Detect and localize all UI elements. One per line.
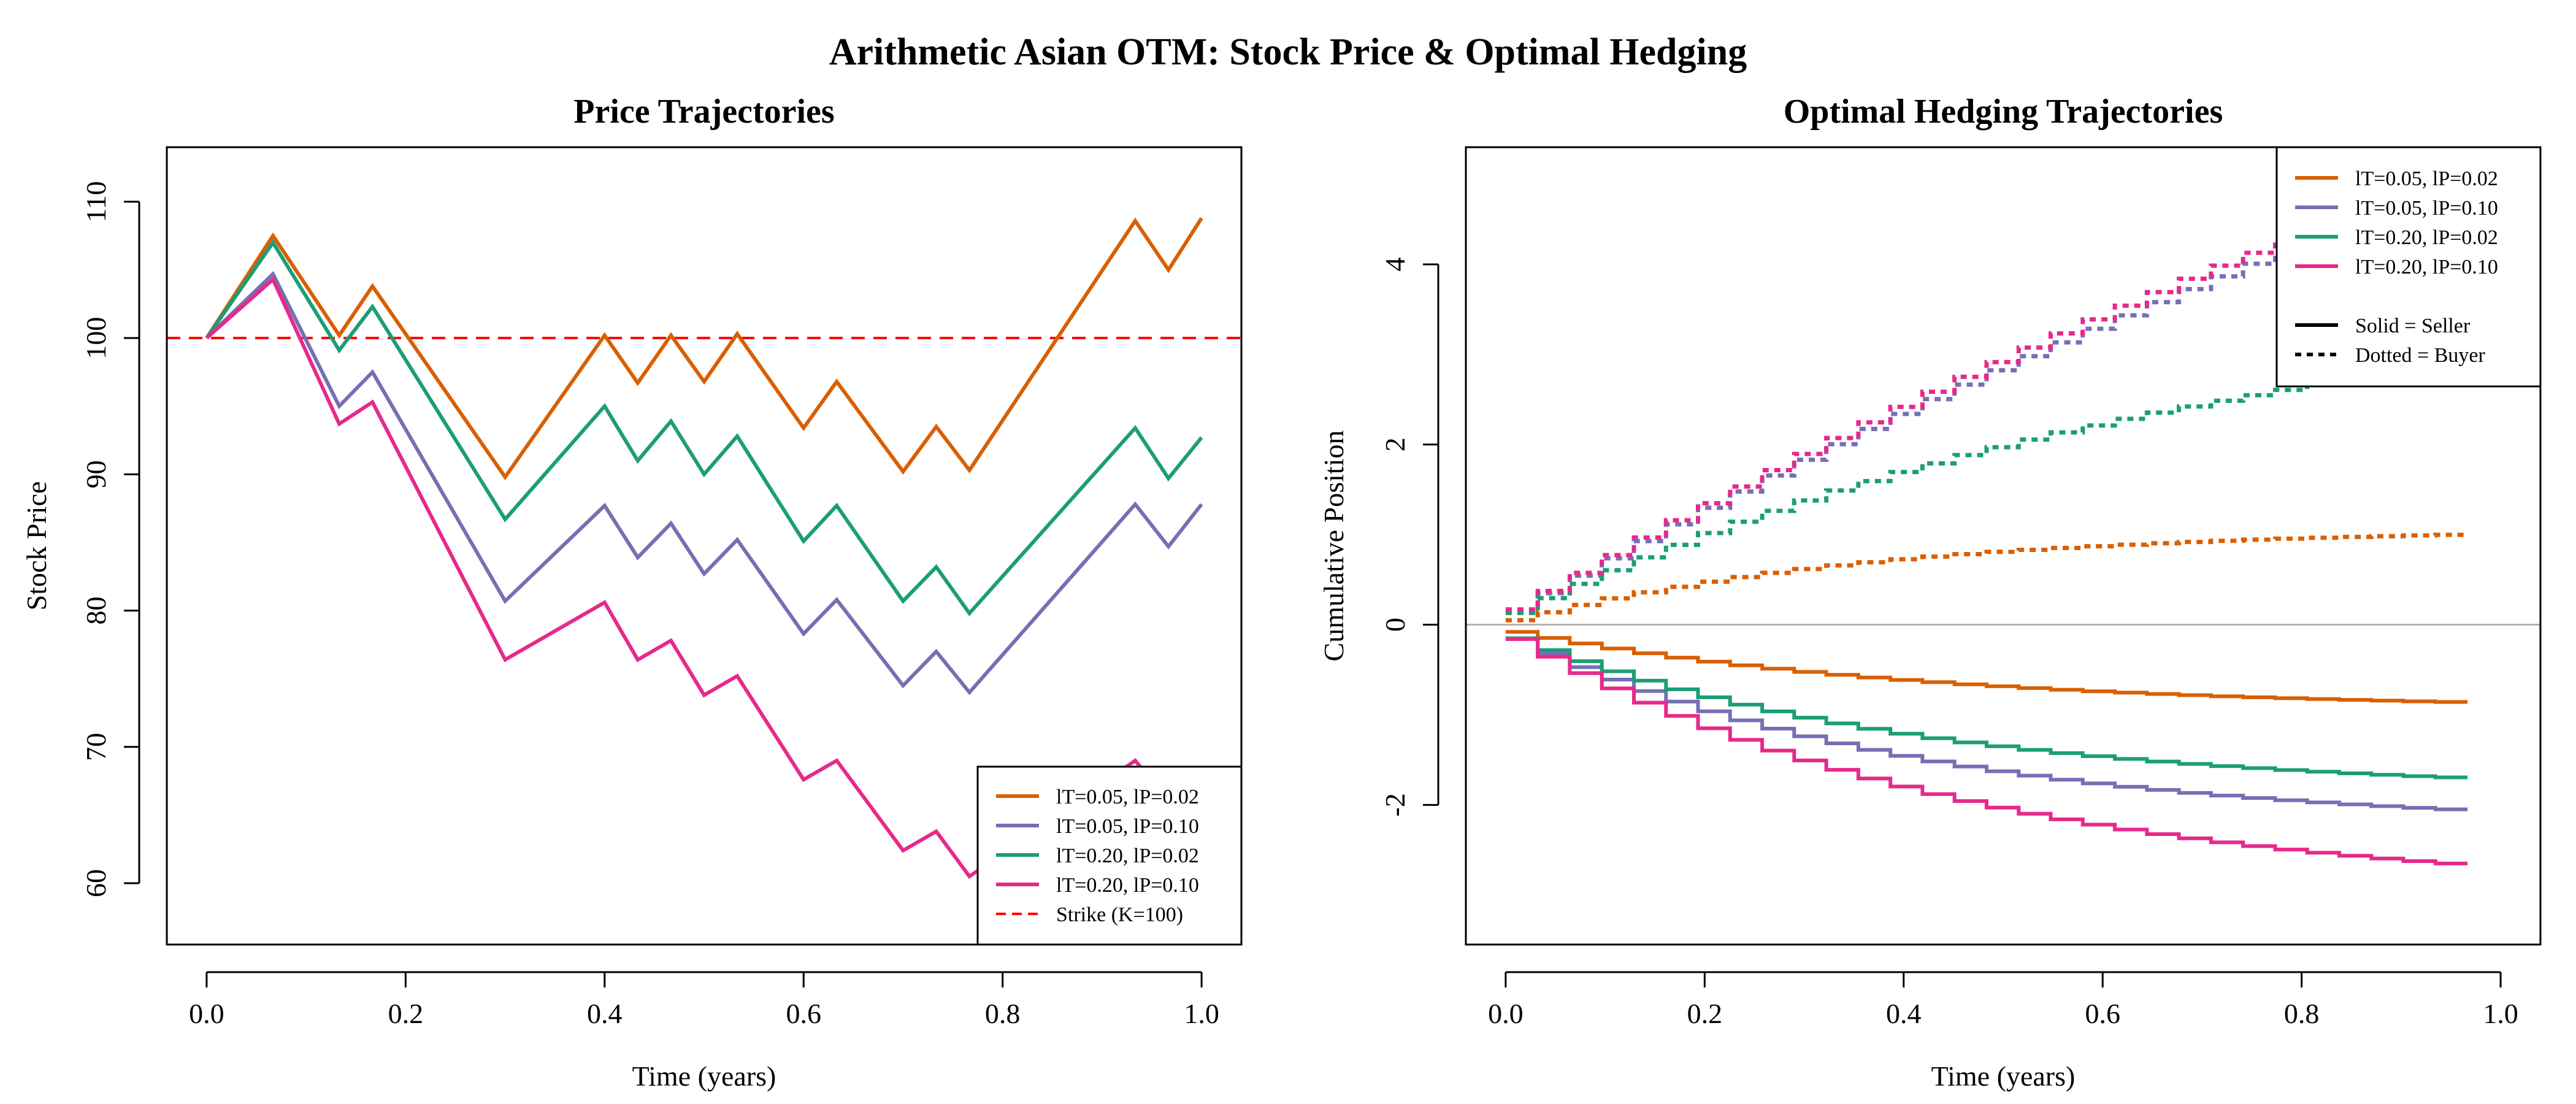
seller-hedge-line xyxy=(1505,636,2468,780)
hedging-x-tick-label: 0.0 xyxy=(1488,998,1524,1029)
hedging-y-tick-label: 4 xyxy=(1379,257,1411,271)
buyer-hedge-line xyxy=(1505,364,2468,615)
hedging-legend-label: lT=0.05, lP=0.02 xyxy=(2355,167,2498,190)
price-y-tick-label: 90 xyxy=(80,460,112,488)
hedging-plot-frame xyxy=(1465,146,2542,946)
hedging-x-tick-label: 0.4 xyxy=(1886,998,1922,1029)
main-title: Arithmetic Asian OTM: Stock Price & Opti… xyxy=(829,31,1747,73)
hedging-legend-label: lT=0.20, lP=0.10 xyxy=(2355,256,2498,278)
price-y-tick-label: 80 xyxy=(80,597,112,625)
price-legend-label: Strike (K=100) xyxy=(1056,903,1183,926)
hedging-y-tick-label: -2 xyxy=(1379,793,1411,816)
price-xlabel: Time (years) xyxy=(632,1060,776,1092)
price-ylabel: Stock Price xyxy=(21,481,52,611)
price-legend-label: lT=0.05, lP=0.10 xyxy=(1056,815,1199,838)
hedging-x-tick-label: 0.6 xyxy=(2085,998,2120,1029)
price-x-tick-label: 1.0 xyxy=(1184,998,1219,1029)
legend-seller-label: Solid = Seller xyxy=(2355,315,2471,337)
price-series-line xyxy=(205,217,1203,481)
price-x-tick-label: 0.6 xyxy=(786,998,821,1029)
price-y-tick-label: 60 xyxy=(80,869,112,897)
price-legend-label: lT=0.20, lP=0.10 xyxy=(1056,874,1199,897)
hedging-x-tick-label: 0.8 xyxy=(2284,998,2320,1029)
hedging-panel: Optimal Hedging Trajectories 0.0 0.2 0.4 0.… xyxy=(1318,93,2542,1092)
price-legend-label: lT=0.20, lP=0.02 xyxy=(1056,845,1199,867)
hedging-x-tick-label: 1.0 xyxy=(2483,998,2518,1029)
price-panel: Price Trajectories 0.0 0.2 0.4 0.6 0.8 1.0 60 7… xyxy=(21,93,1243,1092)
hedging-y-tick-label: 2 xyxy=(1379,437,1411,451)
hedging-x-tick-label: 0.2 xyxy=(1687,998,1723,1029)
hedging-ylabel: Cumulative Position xyxy=(1318,431,1349,662)
price-plot-frame xyxy=(166,146,1243,946)
buyer-hedge-line xyxy=(1505,532,2468,623)
price-series-line xyxy=(205,239,1203,616)
seller-hedge-line xyxy=(1505,637,2468,865)
price-panel-title: Price Trajectories xyxy=(573,93,834,131)
price-legend: lT=0.05, lP=0.02 lT=0.05, lP=0.10 lT=0.20,… xyxy=(976,765,1243,946)
price-series-line xyxy=(205,270,1203,696)
price-x-tick-label: 0.2 xyxy=(388,998,424,1029)
hedging-xlabel: Time (years) xyxy=(1931,1060,2076,1092)
price-y-tick-label: 110 xyxy=(80,181,112,222)
price-y-tick-label: 100 xyxy=(80,317,112,359)
legend-buyer-label: Dotted = Buyer xyxy=(2355,344,2485,367)
hedging-panel-title: Optimal Hedging Trajectories xyxy=(1784,93,2223,131)
price-y-tick-label: 70 xyxy=(80,733,112,761)
price-x-tick-label: 0.0 xyxy=(189,998,224,1029)
hedging-legend-label: lT=0.20, lP=0.02 xyxy=(2355,226,2498,249)
seller-hedge-line xyxy=(1505,637,2468,811)
price-x-tick-label: 0.8 xyxy=(985,998,1021,1029)
hedging-legend: lT=0.05, lP=0.02 lT=0.05, lP=0.10 lT=0.20,… xyxy=(2275,146,2542,388)
seller-hedge-line xyxy=(1505,630,2468,704)
hedging-legend-label: lT=0.05, lP=0.10 xyxy=(2355,197,2498,220)
hedging-y-tick-label: 0 xyxy=(1379,618,1411,632)
price-x-tick-label: 0.4 xyxy=(587,998,623,1029)
price-legend-label: lT=0.05, lP=0.02 xyxy=(1056,786,1199,808)
